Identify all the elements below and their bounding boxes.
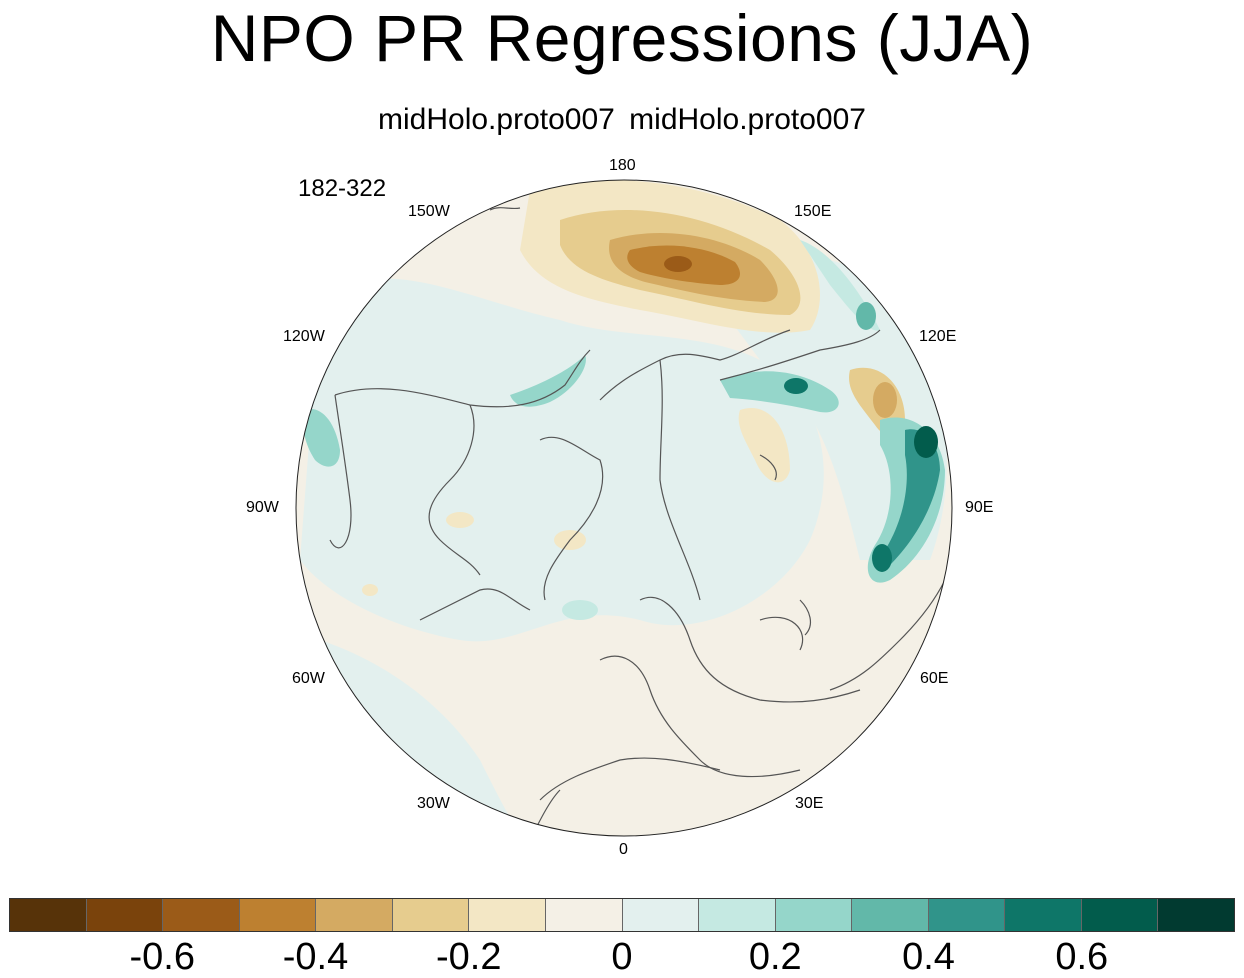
colorbar-swatch [775, 899, 853, 931]
colorbar-swatch [1158, 899, 1234, 931]
colorbar-swatch [316, 899, 393, 931]
positive-core-japan [856, 302, 876, 330]
lon-label-0: 0 [619, 841, 628, 858]
colorbar-swatch [852, 899, 929, 931]
positive-band-india-2 [881, 429, 940, 567]
positive-region-arctic [300, 278, 824, 642]
lon-label-150w: 150W [408, 203, 450, 220]
lon-label-30w: 30W [417, 795, 450, 812]
colorbar-tick-label: -0.4 [282, 936, 349, 978]
colorbar-swatch [545, 899, 623, 931]
lon-label-180: 180 [609, 157, 636, 174]
negative-core-eastasia [873, 382, 897, 418]
plot-subtitle: midHolo.proto007 midHolo.proto007 [378, 103, 866, 136]
polar-map [295, 179, 953, 837]
colorbar-swatch [392, 899, 470, 931]
lon-label-120w: 120W [283, 328, 325, 345]
lon-label-150e: 150E [794, 203, 832, 220]
colorbar-swatch [1081, 899, 1159, 931]
colorbar-swatch [86, 899, 164, 931]
colorbar-swatch [10, 899, 87, 931]
lon-label-60w: 60W [292, 670, 325, 687]
lon-label-90w: 90W [246, 499, 279, 516]
negative-spot-atlantic [362, 584, 378, 596]
colorbar-tick-label: -0.6 [129, 936, 195, 978]
lon-label-120e: 120E [919, 328, 957, 345]
positive-band-asia [720, 371, 839, 413]
colorbar-swatch [622, 899, 700, 931]
negative-spot-canada [446, 512, 474, 528]
plot-title: NPO PR Regressions (JJA) [210, 1, 1034, 75]
year-range-label: 182-322 [298, 175, 387, 202]
positive-core-bengal [872, 544, 892, 572]
coastlines [329, 207, 946, 836]
colorbar-swatch [239, 899, 317, 931]
positive-core-india [914, 426, 938, 458]
lon-label-90e: 90E [965, 499, 994, 516]
lon-label-30e: 30E [795, 795, 824, 812]
map-boundary [295, 179, 953, 837]
colorbar-swatch [928, 899, 1006, 931]
negative-core-pacific [664, 256, 692, 272]
positive-core-asia [784, 378, 808, 394]
colorbar-tick-label: 0.6 [1055, 936, 1109, 978]
positive-band-westcoast [303, 409, 340, 467]
colorbar [9, 898, 1235, 932]
colorbar-swatch [163, 899, 240, 931]
colorbar-tick-label: -0.2 [436, 936, 502, 978]
colorbar-swatch [469, 899, 546, 931]
positive-spot-europe [562, 600, 598, 620]
negative-region-siberia [738, 408, 790, 483]
colorbar-swatch [699, 899, 776, 931]
lon-label-60e: 60E [920, 670, 949, 687]
positive-band-nepacific [510, 355, 586, 407]
colorbar-swatch [1005, 899, 1082, 931]
colorbar-tick-label: 0.4 [902, 936, 955, 978]
colorbar-tick-label: 0.2 [748, 936, 802, 978]
colorbar-tick-label: 0 [611, 936, 633, 978]
